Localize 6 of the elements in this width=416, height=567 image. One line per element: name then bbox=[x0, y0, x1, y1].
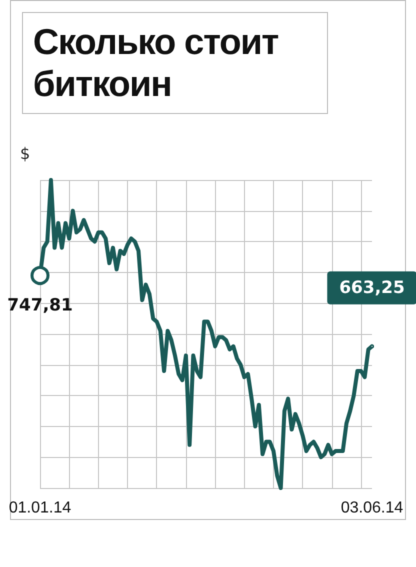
y-axis-title: $ bbox=[20, 144, 30, 163]
x-tick-label: 01.01.14 bbox=[8, 500, 72, 516]
x-tick-label: 03.06.14 bbox=[340, 500, 404, 516]
chart-title: Сколько стоит биткоин bbox=[22, 12, 328, 114]
annotation: 747,81 bbox=[7, 295, 73, 316]
annotation: 663,25 bbox=[339, 278, 405, 298]
